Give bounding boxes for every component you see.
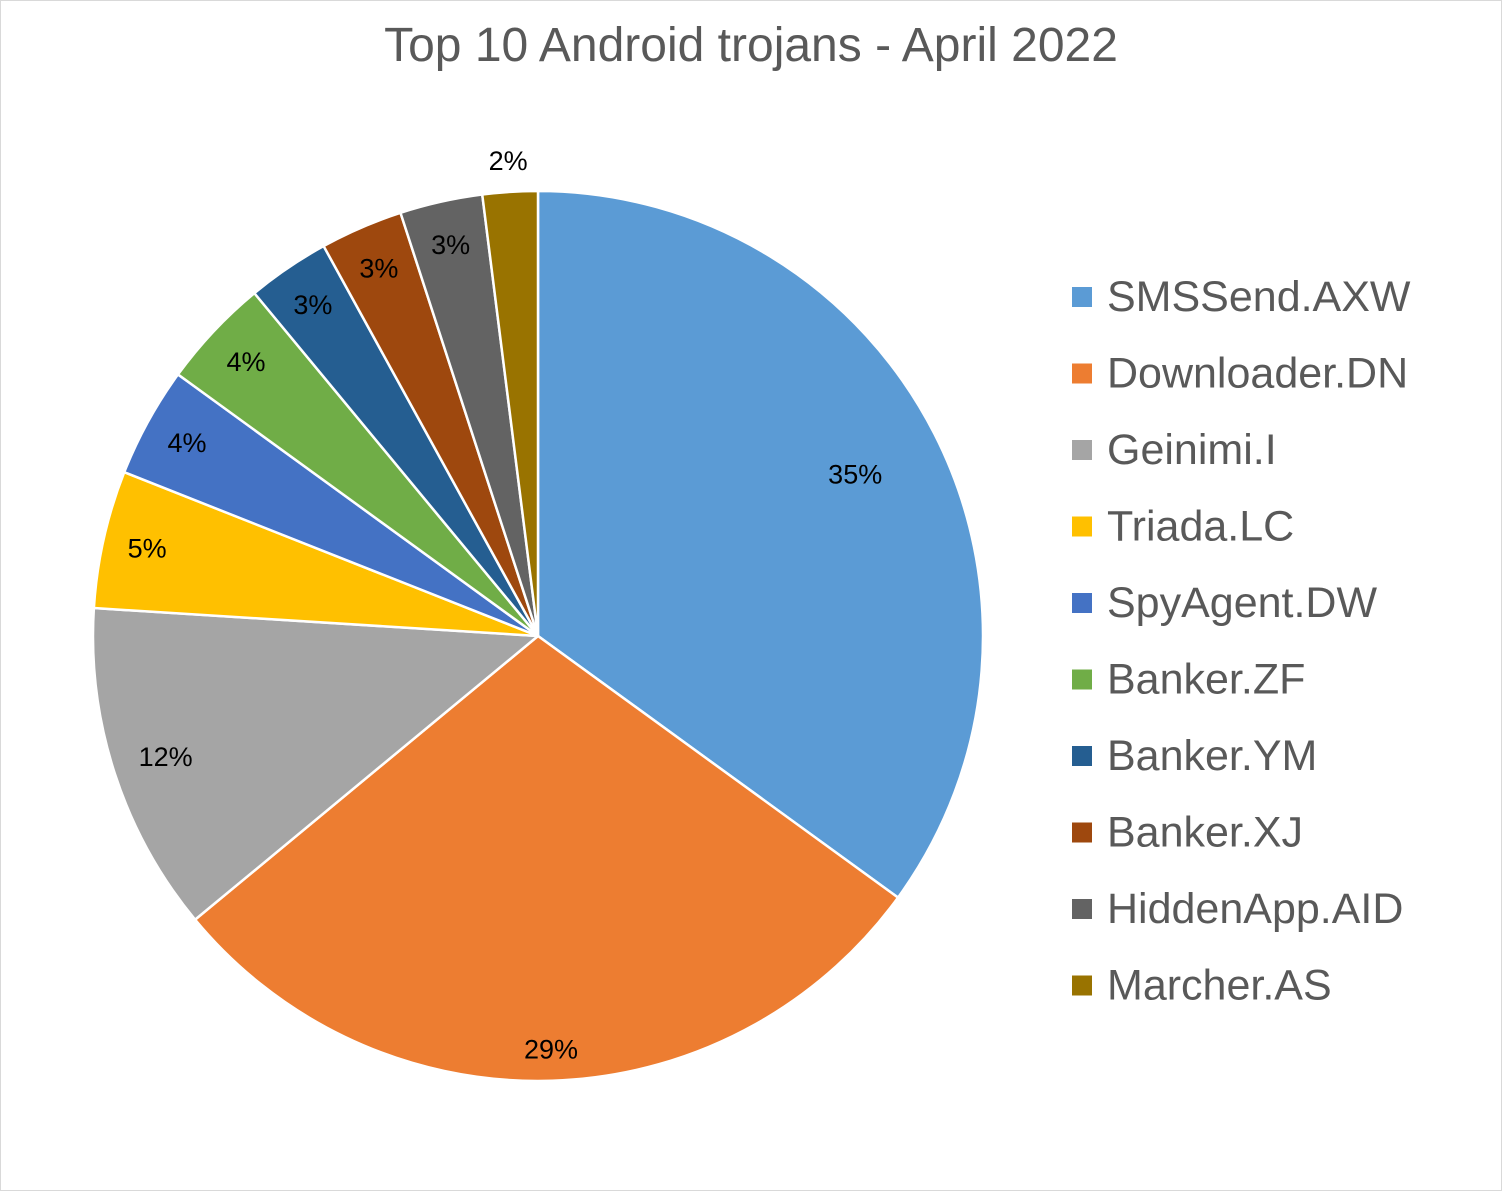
slice-smssend-axw xyxy=(536,189,985,899)
legend-label-spyagent-dw: SpyAgent.DW xyxy=(1107,579,1377,627)
legend: SMSSend.AXW Downloader.DN Geinimi.I Triada.… xyxy=(1072,273,1411,1010)
legend-swatch-downloader-dn xyxy=(1072,363,1092,384)
legend-swatch-spyagent-dw xyxy=(1072,593,1092,613)
data-label-marcher-as: 2% xyxy=(489,146,528,176)
data-label-banker-ym: 3% xyxy=(293,290,332,320)
slice-downloader-dn xyxy=(193,634,900,1083)
data-label-smssend-axw: 35% xyxy=(828,459,882,489)
data-label-geinimi-i: 12% xyxy=(139,742,193,772)
legend-label-smssend-axw: SMSSend.AXW xyxy=(1107,273,1411,321)
data-label-downloader-dn: 29% xyxy=(524,1035,578,1065)
legend-label-geinimi-i: Geinimi.I xyxy=(1107,426,1277,474)
legend-label-banker-ym: Banker.YM xyxy=(1107,732,1317,780)
legend-swatch-banker-zf xyxy=(1072,669,1092,690)
legend-swatch-marcher-as xyxy=(1072,975,1092,996)
data-label-hiddenapp-aid: 3% xyxy=(431,230,470,260)
legend-label-banker-xj: Banker.XJ xyxy=(1107,809,1303,857)
legend-swatch-triada-lc xyxy=(1072,516,1092,537)
legend-swatch-banker-xj xyxy=(1072,822,1092,843)
legend-label-triada-lc: Triada.LC xyxy=(1107,503,1294,551)
legend-swatch-smssend-axw xyxy=(1072,287,1092,307)
legend-label-downloader-dn: Downloader.DN xyxy=(1107,350,1408,398)
slice-marcher-as xyxy=(480,189,540,638)
data-label-banker-zf: 4% xyxy=(226,347,265,377)
legend-label-marcher-as: Marcher.AS xyxy=(1107,962,1332,1010)
legend-swatch-banker-ym xyxy=(1072,746,1092,766)
chart-title: Top 10 Android trojans - April 2022 xyxy=(384,19,1118,72)
legend-swatch-hiddenapp-aid xyxy=(1072,899,1092,919)
legend-label-banker-zf: Banker.ZF xyxy=(1107,656,1305,704)
data-label-triada-lc: 5% xyxy=(128,534,167,564)
data-label-banker-xj: 3% xyxy=(359,253,398,283)
slice-geinimi-i xyxy=(91,606,540,921)
legend-label-hiddenapp-aid: HiddenApp.AID xyxy=(1107,885,1403,933)
data-label-spyagent-dw: 4% xyxy=(167,428,206,458)
legend-swatch-geinimi-i xyxy=(1072,440,1092,460)
